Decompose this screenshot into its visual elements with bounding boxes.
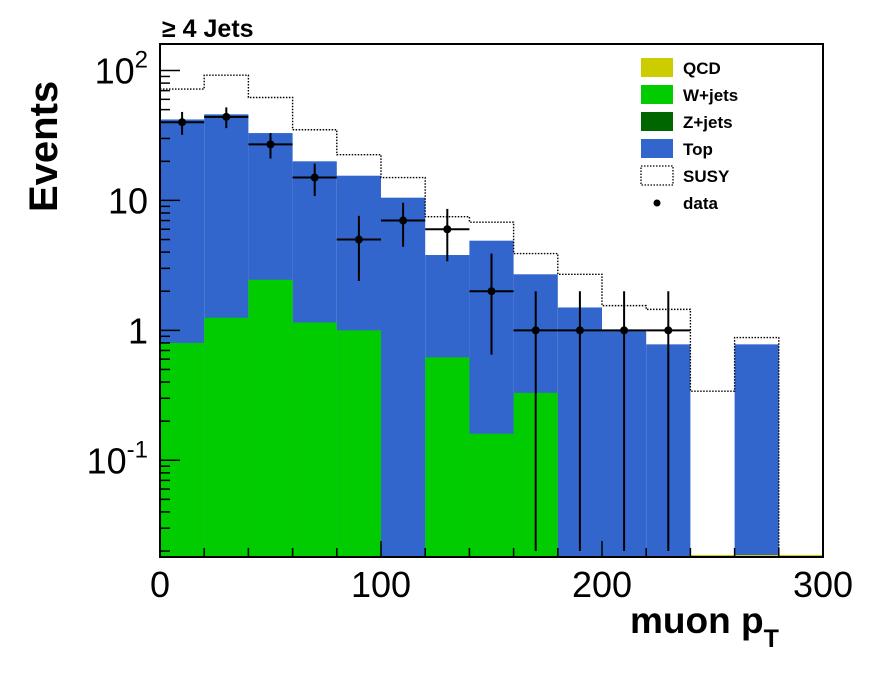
y-tick-label-base: 10 bbox=[87, 440, 127, 481]
y-axis-label: Events bbox=[22, 81, 66, 212]
data-point-3 bbox=[310, 173, 319, 182]
legend-label-qcd: QCD bbox=[683, 59, 721, 78]
legend-swatch-top bbox=[641, 139, 673, 158]
data-point-1 bbox=[222, 112, 231, 121]
y-tick-label-10: 10 bbox=[108, 180, 148, 221]
data-point-6 bbox=[443, 225, 452, 234]
x-tick-label-200: 200 bbox=[572, 564, 632, 605]
bar-top-5 bbox=[381, 197, 426, 557]
legend-label-z-jets: Z+jets bbox=[683, 113, 733, 132]
legend-label-susy: SUSY bbox=[683, 167, 730, 186]
bar-w-jets-6 bbox=[425, 357, 470, 557]
x-tick-label-0: 0 bbox=[150, 564, 170, 605]
y-tick-label-base: 1 bbox=[128, 310, 148, 351]
x-axis-label-main: muon p bbox=[630, 600, 764, 641]
x-axis-label-subscript: T bbox=[764, 625, 779, 653]
bar-w-jets-0 bbox=[160, 342, 205, 557]
y-tick-label-exponent: -1 bbox=[127, 436, 148, 463]
data-point-11 bbox=[664, 326, 673, 335]
bar-w-jets-1 bbox=[204, 317, 249, 557]
bar-w-jets-7 bbox=[469, 433, 514, 557]
y-tick-label-exponent: 2 bbox=[135, 47, 148, 74]
data-point-2 bbox=[266, 140, 275, 149]
y-tick-label-base: 10 bbox=[108, 180, 148, 221]
legend-label-data: data bbox=[683, 194, 719, 213]
data-point-7 bbox=[487, 287, 496, 296]
plot-area bbox=[160, 74, 823, 558]
legend-swatch-z-jets bbox=[641, 112, 673, 131]
bar-top-13 bbox=[734, 344, 779, 557]
y-tick-label-base: 10 bbox=[95, 51, 135, 92]
legend-swatch-data bbox=[653, 199, 661, 207]
data-point-4 bbox=[354, 235, 363, 244]
x-axis-label: muon pT bbox=[630, 600, 779, 653]
data-point-9 bbox=[575, 326, 584, 335]
data-point-5 bbox=[399, 216, 408, 225]
x-tick-label-100: 100 bbox=[351, 564, 411, 605]
legend-swatch-w-jets bbox=[641, 85, 673, 104]
bar-w-jets-3 bbox=[292, 322, 337, 557]
legend-label-top: Top bbox=[683, 140, 713, 159]
bar-w-jets-2 bbox=[248, 279, 293, 557]
y-tick-label-100: 102 bbox=[95, 47, 148, 92]
susy-outline bbox=[160, 74, 823, 558]
legend-label-w-jets: W+jets bbox=[683, 86, 738, 105]
chart-title: ≥ 4 Jets bbox=[162, 15, 254, 43]
data-point-8 bbox=[531, 326, 540, 335]
y-tick-label-0_1: 10-1 bbox=[87, 436, 148, 481]
legend: QCD W+jets Z+jets Top SUSY data bbox=[640, 58, 738, 213]
data-point-0 bbox=[178, 118, 187, 127]
data-point-10 bbox=[620, 326, 629, 335]
legend-swatch-susy bbox=[640, 165, 674, 186]
plot-frame bbox=[159, 43, 824, 558]
y-tick-label-1: 1 bbox=[128, 310, 148, 351]
bar-w-jets-4 bbox=[336, 330, 381, 557]
legend-swatch-qcd bbox=[641, 58, 673, 77]
x-tick-label-300: 300 bbox=[793, 564, 853, 605]
